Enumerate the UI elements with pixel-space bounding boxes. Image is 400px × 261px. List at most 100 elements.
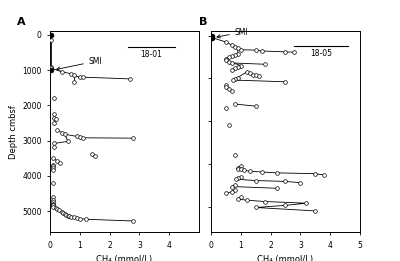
Point — [62, 212, 68, 216]
Point — [50, 156, 56, 160]
Point — [71, 215, 77, 220]
Point — [209, 33, 216, 38]
Point — [51, 116, 58, 120]
Point — [77, 135, 83, 139]
Point — [234, 176, 241, 180]
Point — [246, 169, 253, 173]
Point — [258, 170, 265, 174]
Point — [88, 152, 95, 156]
Point — [252, 48, 259, 52]
Point — [234, 46, 241, 51]
Point — [74, 216, 80, 220]
Point — [71, 73, 77, 78]
Point — [238, 48, 244, 52]
Point — [50, 204, 56, 209]
Point — [80, 75, 86, 79]
Point — [229, 43, 235, 47]
Text: 18-01: 18-01 — [140, 50, 162, 59]
Point — [226, 55, 232, 60]
Point — [209, 36, 216, 40]
Point — [238, 195, 244, 199]
Point — [48, 64, 55, 69]
Point — [258, 49, 265, 53]
Point — [229, 61, 235, 65]
Point — [223, 57, 229, 61]
Point — [244, 70, 250, 74]
Point — [223, 191, 229, 195]
Point — [244, 198, 250, 202]
Point — [54, 207, 61, 211]
Point — [130, 136, 137, 140]
Point — [246, 71, 253, 75]
Y-axis label: Depth cmbsf: Depth cmbsf — [9, 105, 18, 159]
Point — [50, 164, 56, 168]
Point — [223, 85, 229, 89]
Point — [48, 66, 55, 70]
Point — [130, 219, 137, 223]
Point — [51, 141, 58, 146]
Point — [230, 78, 236, 82]
Point — [51, 112, 58, 116]
Point — [62, 132, 68, 136]
X-axis label: CH₄ (mmol/L): CH₄ (mmol/L) — [258, 255, 314, 261]
Point — [50, 202, 56, 206]
Point — [238, 63, 244, 68]
Point — [273, 171, 280, 175]
Point — [71, 80, 77, 85]
Point — [66, 214, 72, 218]
Point — [92, 154, 98, 158]
Point — [232, 77, 238, 81]
Point — [56, 208, 62, 212]
Text: A: A — [17, 17, 26, 27]
Point — [226, 60, 232, 64]
Point — [229, 189, 235, 194]
Point — [234, 166, 241, 170]
Point — [232, 66, 238, 70]
Point — [229, 54, 235, 58]
Point — [234, 75, 241, 80]
Point — [232, 153, 238, 157]
Point — [48, 38, 55, 42]
Point — [233, 177, 240, 181]
Point — [50, 163, 56, 167]
Point — [234, 167, 241, 171]
Point — [321, 173, 328, 177]
Point — [53, 205, 59, 210]
Point — [282, 179, 289, 183]
Point — [226, 87, 232, 91]
Point — [59, 70, 65, 74]
Point — [226, 123, 232, 127]
Point — [50, 203, 56, 207]
Point — [48, 33, 55, 37]
Point — [282, 203, 289, 207]
Point — [232, 183, 238, 187]
Point — [297, 181, 304, 185]
Point — [223, 58, 229, 62]
Point — [65, 214, 71, 218]
Point — [50, 195, 56, 199]
X-axis label: CH₄ (mmol/L): CH₄ (mmol/L) — [96, 255, 152, 261]
Point — [50, 198, 56, 202]
Point — [238, 175, 244, 179]
Point — [51, 96, 58, 100]
Point — [77, 216, 83, 221]
Point — [223, 106, 229, 110]
Point — [54, 159, 61, 163]
Point — [223, 40, 229, 44]
Point — [291, 50, 298, 54]
Point — [77, 75, 83, 79]
Point — [250, 72, 256, 76]
Text: 18-05: 18-05 — [310, 49, 332, 58]
Point — [53, 117, 59, 122]
Point — [48, 33, 55, 37]
Point — [234, 197, 241, 201]
Point — [57, 161, 64, 165]
Point — [50, 181, 56, 185]
Point — [223, 83, 229, 87]
Point — [273, 186, 280, 190]
Point — [252, 205, 259, 210]
Point — [50, 168, 56, 172]
Point — [209, 36, 216, 40]
Point — [282, 50, 289, 54]
Point — [303, 201, 310, 205]
